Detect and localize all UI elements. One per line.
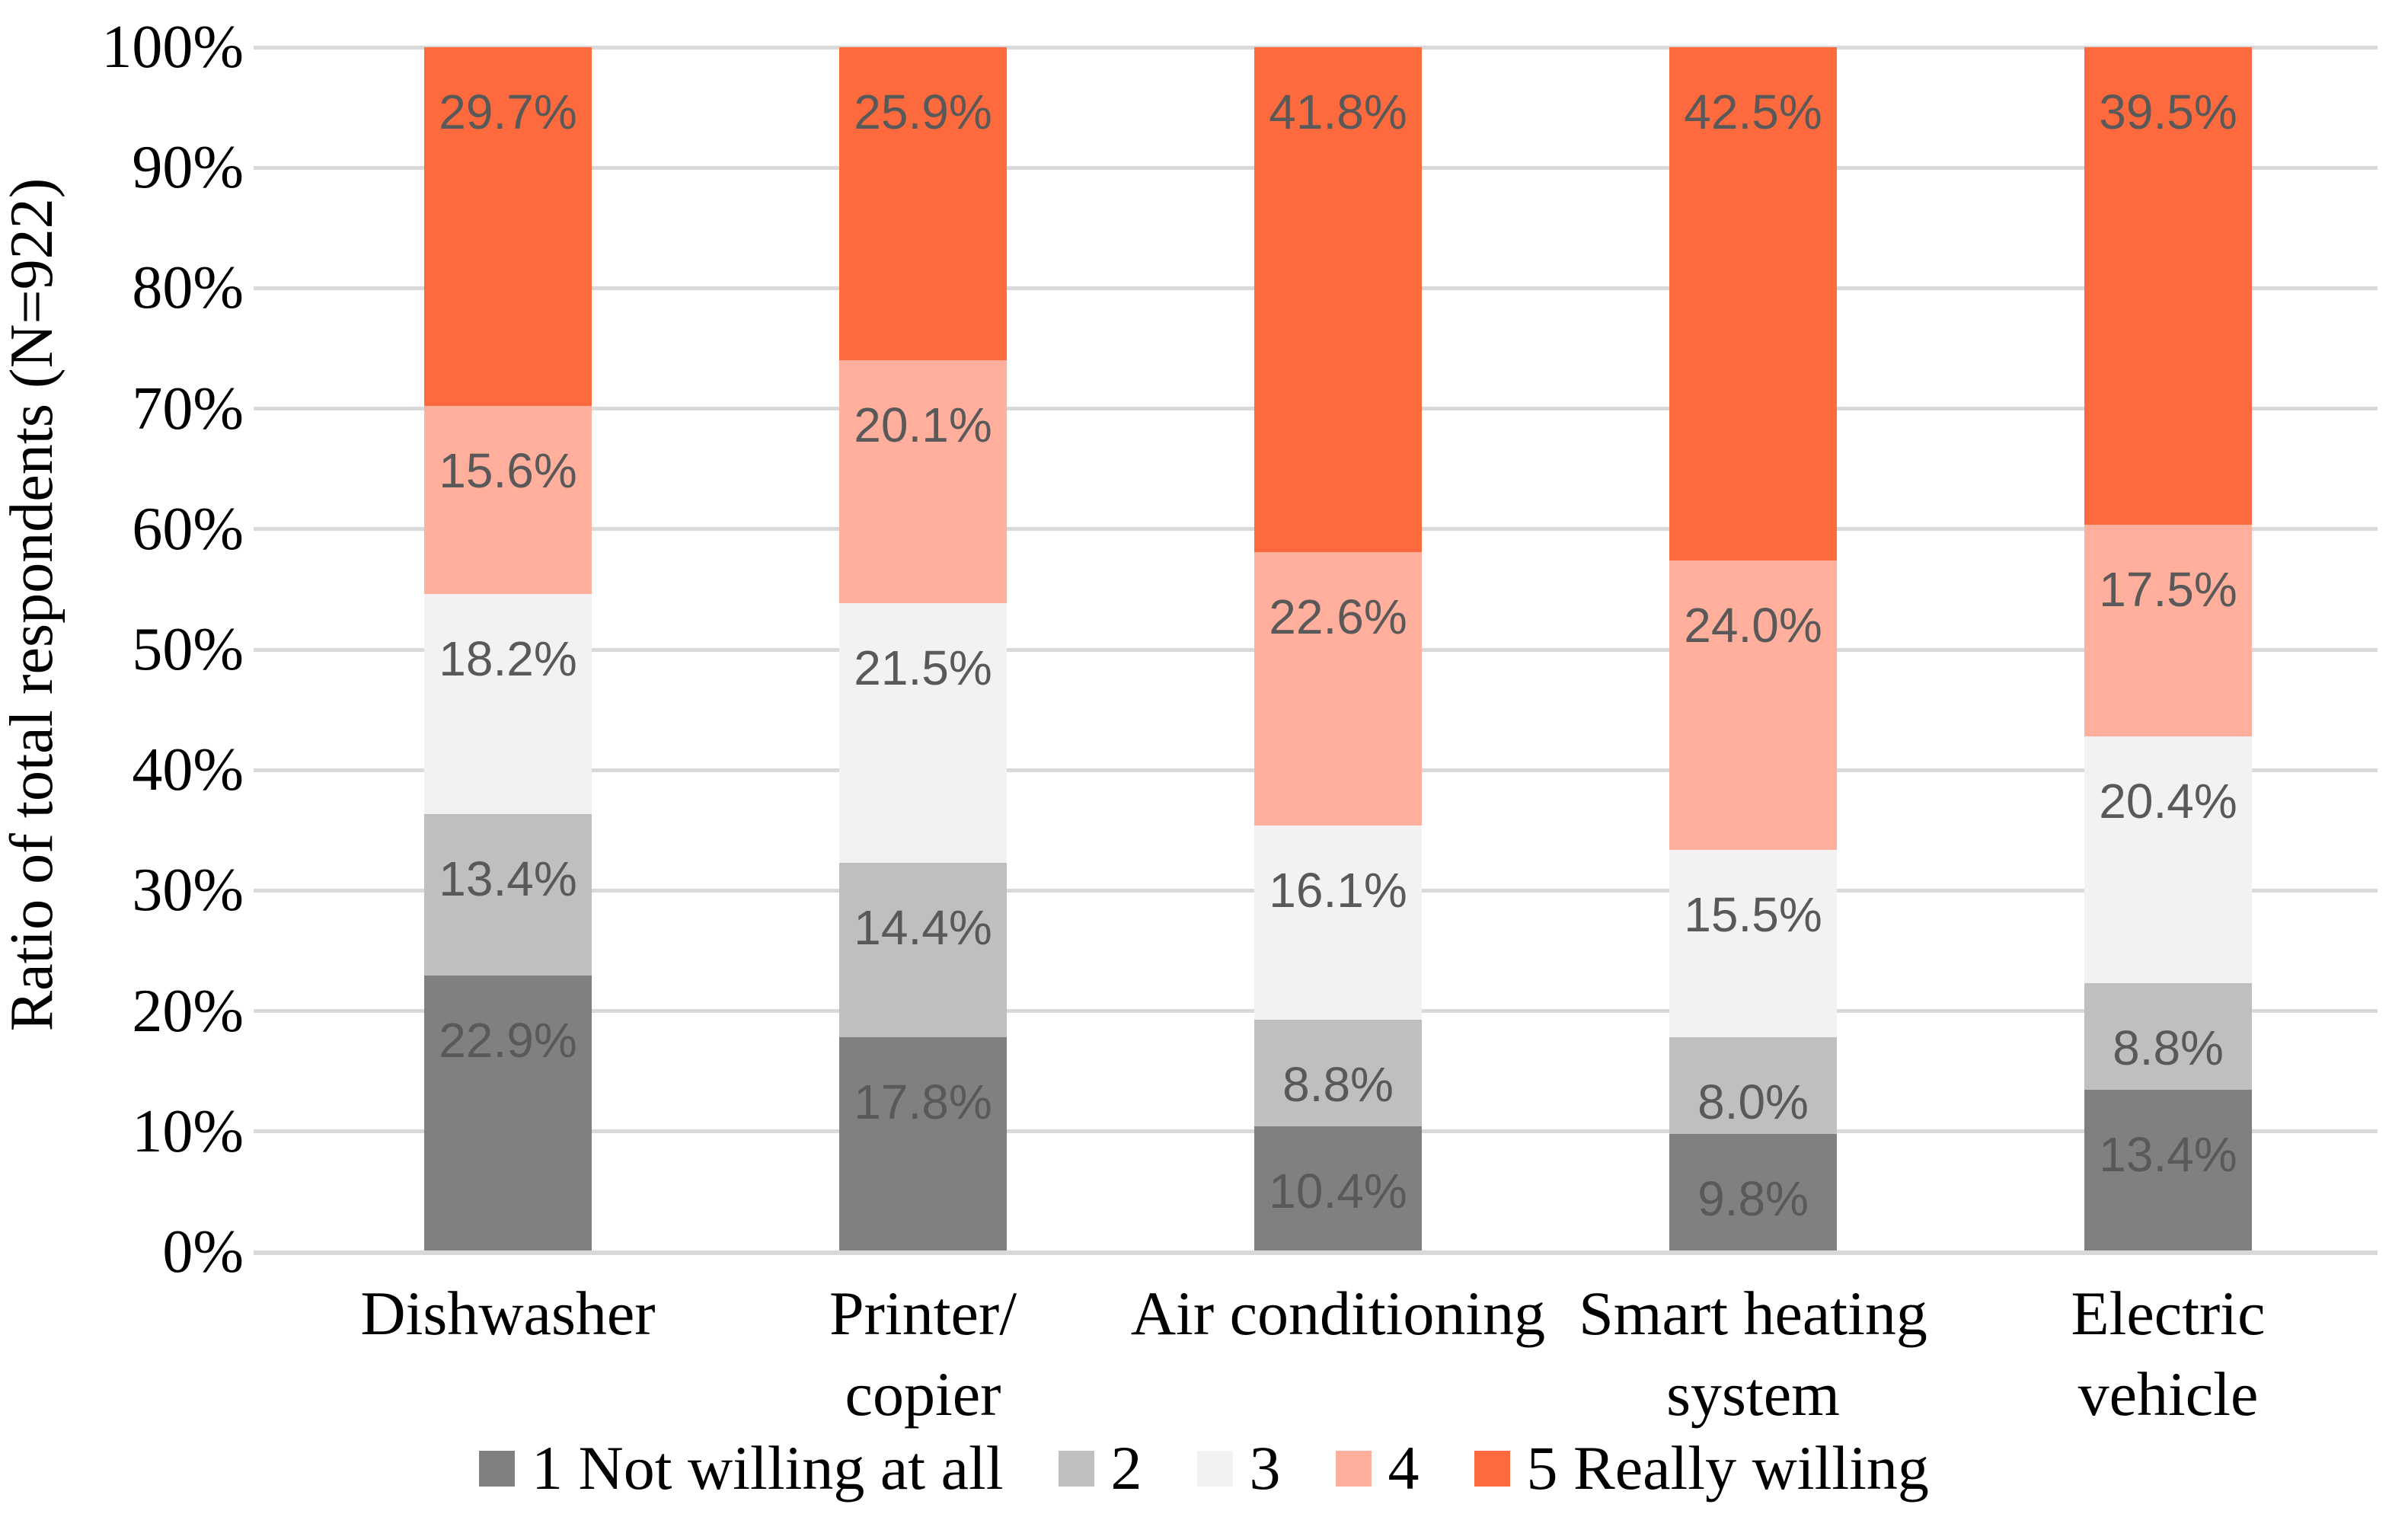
legend-item: 4 [1335, 1433, 1420, 1503]
x-category-label: Smart heating system [1579, 1279, 1927, 1429]
y-tick-label: 0% [162, 1218, 244, 1285]
y-tick-label: 20% [132, 977, 244, 1045]
bar-segment-series-2: 14.4% [839, 863, 1007, 1037]
data-label: 22.6% [1269, 589, 1407, 645]
x-category-label: Electric vehicle [2071, 1279, 2266, 1429]
legend-label: 5 Really willing [1526, 1433, 1929, 1503]
y-tick-label: 30% [132, 857, 244, 925]
x-category-label: Printer/ copier [829, 1279, 1017, 1429]
y-tick-label: 50% [132, 616, 244, 683]
y-tick-label: 90% [132, 134, 244, 202]
data-label: 41.8% [1269, 85, 1407, 139]
bar-segment-series-3: 21.5% [839, 602, 1007, 864]
bar-segment-series-4: 20.1% [839, 359, 1007, 603]
data-label: 20.1% [854, 397, 992, 452]
data-label: 15.5% [1684, 887, 1822, 943]
bar-segment-series-1: 13.4% [2084, 1090, 2252, 1252]
data-label: 15.6% [439, 442, 577, 498]
legend-label: 3 [1249, 1433, 1281, 1503]
data-label: 16.1% [1269, 862, 1407, 918]
data-label: 8.8% [1282, 1057, 1394, 1113]
bar-segment-series-3: 20.4% [2084, 736, 2252, 984]
data-label: 18.2% [439, 631, 577, 687]
bar-segment-series-1: 17.8% [839, 1036, 1007, 1252]
data-label: 13.4% [2099, 1127, 2237, 1183]
bar-segment-series-2: 13.4% [424, 813, 592, 976]
data-label: 25.9% [854, 85, 992, 139]
y-tick-label: 40% [132, 736, 244, 804]
data-label: 17.8% [854, 1074, 992, 1129]
data-label: 29.7% [439, 85, 577, 139]
legend-label: 4 [1388, 1433, 1420, 1503]
legend-swatch-icon [1474, 1450, 1510, 1487]
legend-item: 2 [1058, 1433, 1142, 1503]
legend-swatch-icon [1058, 1450, 1094, 1487]
data-label: 21.5% [854, 640, 992, 695]
bar-segment-series-5: 41.8% [1254, 47, 1422, 553]
x-category-label: Dishwasher [360, 1279, 656, 1348]
data-label: 39.5% [2099, 85, 2237, 139]
data-label: 20.4% [2099, 774, 2237, 829]
bar-segment-series-4: 24.0% [1669, 560, 1837, 851]
legend-label: 1 Not willing at all [532, 1433, 1004, 1503]
data-label: 10.4% [1269, 1163, 1407, 1218]
data-label: 24.0% [1684, 597, 1822, 653]
bar-segment-series-1: 10.4% [1254, 1126, 1422, 1252]
x-category-label: Air conditioning [1130, 1279, 1546, 1348]
legend-item: 5 Really willing [1474, 1433, 1929, 1503]
y-tick-label: 80% [132, 254, 244, 322]
legend-item: 1 Not willing at all [479, 1433, 1004, 1503]
y-tick-label: 70% [132, 375, 244, 442]
data-label: 8.8% [2113, 1020, 2224, 1076]
legend-swatch-icon [479, 1450, 516, 1487]
bar-segment-series-5: 42.5% [1669, 47, 1837, 560]
bar-segment-series-4: 17.5% [2084, 525, 2252, 737]
bar-segment-series-3: 15.5% [1669, 850, 1837, 1037]
bar-segment-series-5: 29.7% [424, 47, 592, 406]
bar-segment-series-1: 22.9% [424, 975, 592, 1252]
y-tick-label: 60% [132, 495, 244, 563]
bar-segment-series-2: 8.0% [1669, 1036, 1837, 1134]
legend: 1 Not willing at all 2 3 4 5 Really willing [0, 1426, 2408, 1511]
bar-segment-series-4: 22.6% [1254, 552, 1422, 826]
legend-swatch-icon [1335, 1450, 1372, 1487]
data-label: 42.5% [1684, 85, 1822, 139]
y-tick-label: 10% [132, 1097, 244, 1165]
data-label: 9.8% [1697, 1170, 1809, 1226]
data-label: 22.9% [439, 1012, 577, 1068]
bar-segment-series-3: 18.2% [424, 594, 592, 814]
bar-segment-series-2: 8.8% [2084, 983, 2252, 1091]
bar-segment-series-5: 39.5% [2084, 47, 2252, 525]
x-axis-line [254, 1250, 2378, 1255]
data-label: 13.4% [439, 851, 577, 906]
bar-segment-series-3: 16.1% [1254, 825, 1422, 1020]
data-label: 17.5% [2099, 562, 2237, 618]
bar-segment-series-5: 25.9% [839, 47, 1007, 360]
bar-segment-series-2: 8.8% [1254, 1020, 1422, 1126]
legend-item: 3 [1196, 1433, 1281, 1503]
bar-segment-series-1: 9.8% [1669, 1133, 1837, 1252]
y-tick-label: 100% [101, 14, 244, 81]
legend-label: 2 [1110, 1433, 1142, 1503]
data-label: 8.0% [1697, 1074, 1809, 1129]
bar-segment-series-4: 15.6% [424, 405, 592, 595]
legend-swatch-icon [1196, 1450, 1233, 1487]
data-label: 14.4% [854, 900, 992, 956]
